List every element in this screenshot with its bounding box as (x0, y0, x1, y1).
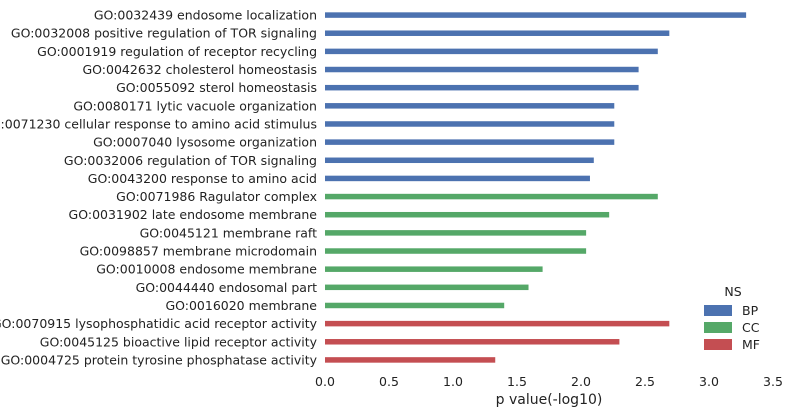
bar (325, 121, 615, 127)
category-label: GO:0071986 Ragulator complex (116, 189, 317, 204)
x-tick-label: 0.0 (315, 374, 335, 389)
category-label: GO:0032439 endosome localization (94, 8, 317, 23)
legend: NS BP CC MF (704, 284, 760, 352)
bar (325, 284, 529, 291)
bar (325, 320, 670, 327)
category-label: GO:0016020 membrane (165, 298, 317, 313)
bar (325, 30, 670, 36)
bar (325, 103, 615, 109)
bar (325, 48, 658, 55)
bar (325, 339, 620, 345)
bar (325, 157, 594, 164)
bar (325, 211, 610, 218)
legend-swatch (704, 339, 732, 350)
legend-title: NS (724, 284, 741, 299)
bars (325, 12, 747, 363)
legend-label: BP (742, 303, 759, 318)
category-label: GO:0001919 regulation of receptor recycl… (37, 44, 317, 59)
category-label: GO:0070915 lysophosphatidic acid recepto… (0, 316, 318, 331)
bar (325, 302, 505, 309)
x-tick-label: 0.5 (379, 374, 399, 389)
category-label: GO:0080171 lytic vacuole organization (73, 98, 317, 113)
x-tick-label: 1.5 (507, 374, 527, 389)
category-label: GO:0044440 endosomal part (136, 280, 318, 295)
legend-swatch (704, 322, 732, 333)
bar (325, 230, 587, 236)
category-label: GO:0055092 sterol homeostasis (116, 80, 317, 95)
category-label: GO:0007040 lysosome organization (93, 135, 317, 150)
category-label: GO:0045121 membrane raft (140, 225, 318, 240)
legend-label: CC (742, 320, 760, 335)
bar (325, 357, 496, 363)
bar (325, 175, 590, 182)
legend-swatch (704, 305, 732, 316)
category-label: GO:0031902 late endosome membrane (69, 207, 318, 222)
x-tick-label: 2.5 (635, 374, 655, 389)
bar (325, 248, 587, 254)
bar (325, 84, 639, 91)
x-tick-label: 2.0 (571, 374, 591, 389)
category-label: GO:0032008 positive regulation of TOR si… (11, 26, 317, 41)
bar (325, 12, 747, 18)
category-label: GO:0004725 protein tyrosine phosphatase … (1, 352, 318, 367)
category-label: GO:0098857 membrane microdomain (80, 244, 317, 259)
x-tick-label: 3.0 (699, 374, 719, 389)
category-label: GO:0032006 regulation of TOR signaling (64, 153, 317, 168)
category-label: GO:0043200 response to amino acid (88, 171, 317, 186)
category-label: GO:0042632 cholesterol homeostasis (83, 62, 318, 77)
bar (325, 193, 658, 200)
x-tick-label: 3.5 (763, 374, 783, 389)
x-axis-ticks: 0.0 0.5 1.0 1.5 2.0 2.5 3.0 3.5 (315, 374, 783, 389)
x-tick-label: 1.0 (443, 374, 463, 389)
x-axis-label: p value(-log10) (496, 392, 603, 408)
legend-label: MF (742, 337, 760, 352)
bar (325, 266, 543, 272)
category-labels: GO:0032439 endosome localization GO:00320… (0, 8, 318, 368)
category-label: GO:0010008 endosome membrane (96, 262, 317, 277)
bar (325, 66, 639, 73)
bar (325, 139, 615, 145)
category-label: GO:0045125 bioactive lipid receptor acti… (40, 334, 318, 349)
category-label: GO:0071230 cellular response to amino ac… (0, 116, 317, 131)
